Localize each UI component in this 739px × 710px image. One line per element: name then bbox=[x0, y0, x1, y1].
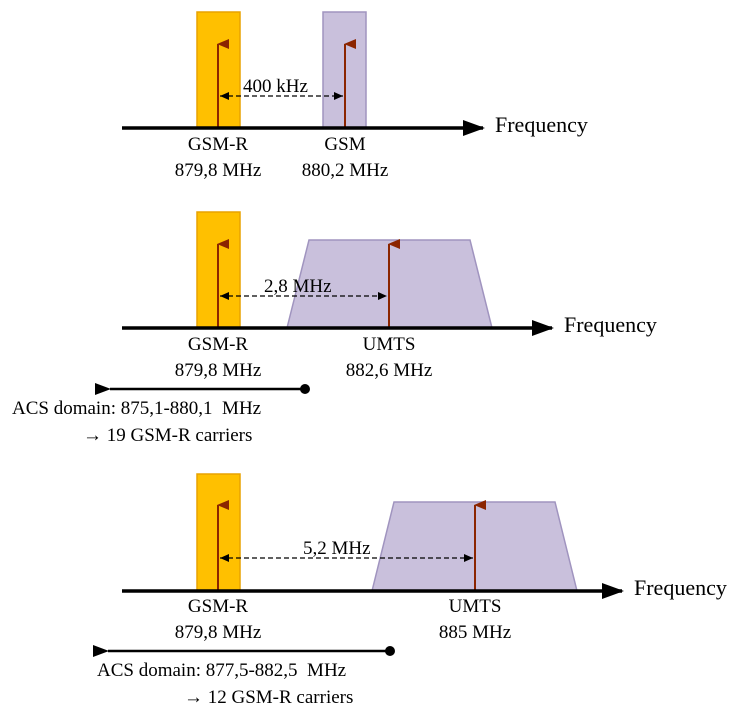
acs-domain-endpoint bbox=[385, 646, 395, 656]
panel-3: 5,2 MHz Frequency GSM-R 879,8 MHz UMTS 8… bbox=[93, 473, 727, 708]
gsm-name-label: GSM bbox=[324, 134, 365, 155]
umts-name-label: UMTS bbox=[363, 334, 416, 355]
axis-label: Frequency bbox=[634, 575, 727, 600]
panel-1: 400 kHz Frequency GSM-R 879,8 MHz GSM 88… bbox=[122, 11, 588, 181]
acs-carriers-label: → 12 GSM-R carriers bbox=[184, 687, 353, 708]
spacing-label: 5,2 MHz bbox=[303, 538, 371, 559]
spacing-label: 400 kHz bbox=[243, 76, 308, 97]
axis-label: Frequency bbox=[564, 312, 657, 337]
acs-domain-endpoint bbox=[300, 384, 310, 394]
gsmr-frequency-label: 879,8 MHz bbox=[175, 160, 262, 181]
gsm-frequency-label: 880,2 MHz bbox=[302, 160, 389, 181]
axis-label: Frequency bbox=[495, 112, 588, 137]
acs-domain-label: ACS domain: 877,5-882,5 MHz bbox=[97, 660, 346, 681]
gsmr-name-label: GSM-R bbox=[188, 334, 249, 355]
umts-frequency-label: 882,6 MHz bbox=[346, 360, 433, 381]
gsmr-frequency-label: 879,8 MHz bbox=[175, 622, 262, 643]
gsmr-frequency-label: 879,8 MHz bbox=[175, 360, 262, 381]
gsmr-name-label: GSM-R bbox=[188, 134, 249, 155]
acs-carriers-label: → 19 GSM-R carriers bbox=[83, 425, 252, 446]
umts-name-label: UMTS bbox=[449, 596, 502, 617]
acs-domain-label: ACS domain: 875,1-880,1 MHz bbox=[12, 398, 261, 419]
umts-frequency-label: 885 MHz bbox=[439, 622, 511, 643]
gsmr-name-label: GSM-R bbox=[188, 596, 249, 617]
panel-2: 2,8 MHz Frequency GSM-R 879,8 MHz UMTS 8… bbox=[12, 211, 657, 446]
spacing-label: 2,8 MHz bbox=[264, 276, 332, 297]
